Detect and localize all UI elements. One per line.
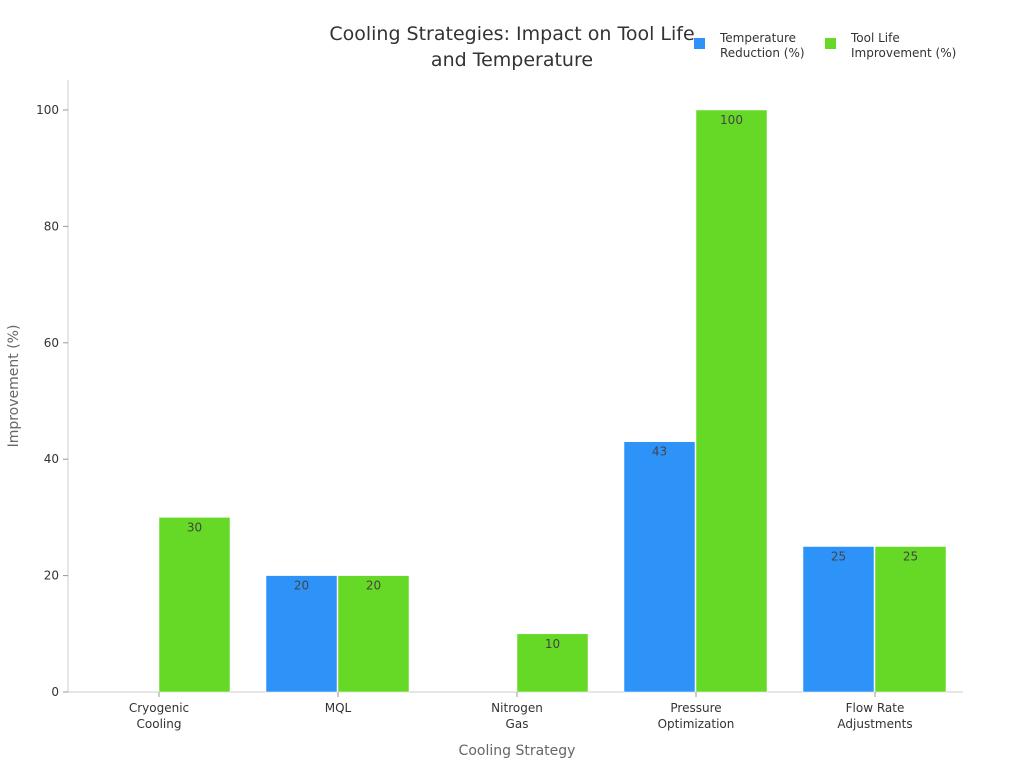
bar [695, 109, 768, 693]
x-tick-label: Flow Rate Adjustments [837, 701, 912, 731]
bar-data-label: 25 [831, 550, 846, 564]
bar [516, 633, 589, 693]
legend-swatch-tool-life [825, 38, 836, 49]
x-tick-label: Pressure Optimization [658, 701, 735, 731]
y-tick-label: 40 [44, 452, 59, 466]
bar-data-label: 20 [366, 579, 381, 593]
bar [874, 546, 947, 693]
x-tick-label: Nitrogen Gas [491, 701, 543, 731]
bar [158, 517, 231, 693]
bar [337, 575, 410, 693]
y-tick-label: 80 [44, 219, 59, 233]
legend-label-temperature: Temperature Reduction (%) [719, 31, 805, 60]
bar-data-label: 20 [294, 579, 309, 593]
bar [802, 546, 875, 693]
bar-data-label: 30 [187, 520, 202, 534]
y-axis-label: Improvement (%) [6, 325, 22, 448]
bar-data-label: 25 [903, 550, 918, 564]
y-tick-label: 60 [44, 336, 59, 350]
bar-data-label: 100 [720, 113, 743, 127]
legend-swatch-temperature [694, 38, 705, 49]
bar-data-label: 43 [652, 445, 667, 459]
x-tick-label: MQL [325, 701, 352, 715]
x-tick-label: Cryogenic Cooling [129, 701, 189, 731]
y-tick-label: 0 [51, 685, 59, 699]
bar-data-label: 10 [545, 637, 560, 651]
x-axis-label: Cooling Strategy [459, 743, 576, 759]
legend-label-tool-life: Tool Life Improvement (%) [850, 31, 956, 60]
chart-title-line-2: and Temperature [431, 49, 593, 71]
y-tick-label: 20 [44, 569, 59, 583]
legend: Temperature Reduction (%) Tool Life Improv… [694, 31, 956, 60]
bar [265, 575, 338, 693]
bar [623, 441, 696, 693]
y-tick-label: 100 [36, 103, 59, 117]
chart-title-line-1: Cooling Strategies: Impact on Tool Life [329, 23, 694, 45]
